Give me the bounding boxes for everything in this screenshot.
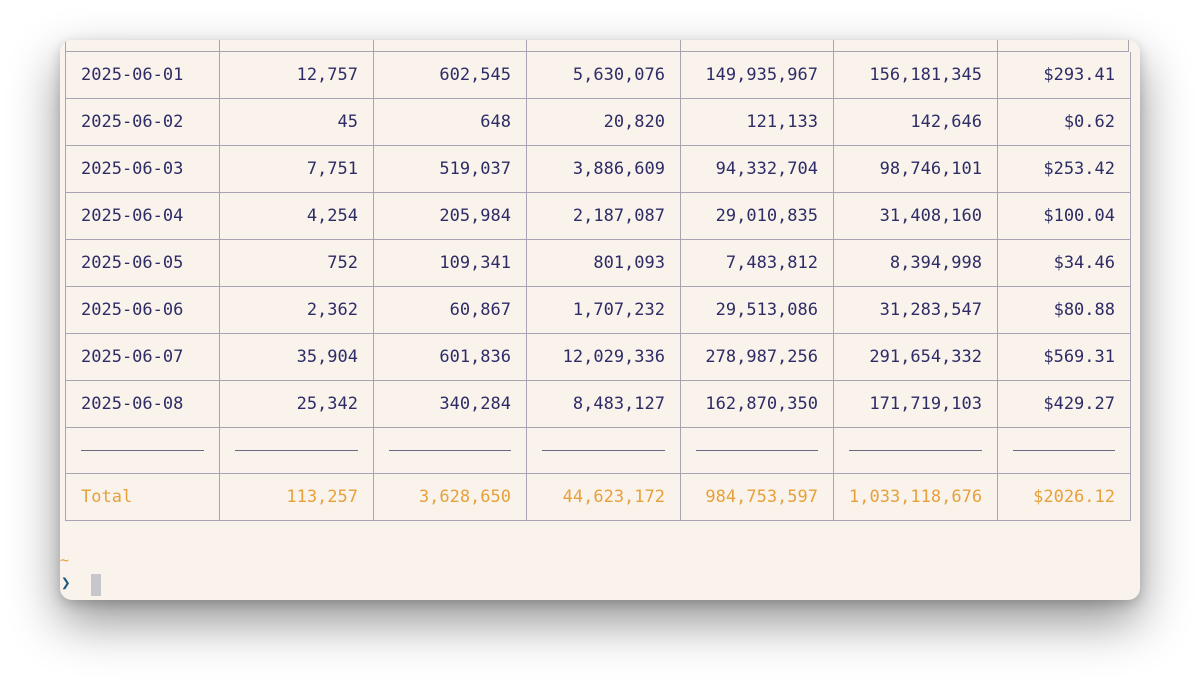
cost-cell: $0.62	[997, 98, 1131, 146]
date-cell: 2025-06-08	[65, 380, 220, 428]
separator-row	[65, 427, 1131, 474]
column-divider	[833, 40, 834, 52]
table-cell: 801,093	[526, 239, 681, 287]
date-cell: 2025-06-01	[65, 52, 220, 99]
table-cell: 149,935,967	[680, 52, 834, 99]
table-cell: 35,904	[219, 333, 374, 381]
separator-cell	[997, 427, 1131, 474]
date-cell: 2025-06-04	[65, 192, 220, 240]
separator-cell	[526, 427, 681, 474]
table-cell: 25,342	[219, 380, 374, 428]
cost-cell: $80.88	[997, 286, 1131, 334]
text-cursor[interactable]	[91, 574, 101, 596]
separator-line	[542, 450, 665, 451]
separator-cell	[680, 427, 834, 474]
total-cell: 44,623,172	[526, 473, 681, 521]
total-cost-cell: $2026.12	[997, 473, 1131, 521]
separator-line	[696, 450, 818, 451]
cost-cell: $253.42	[997, 145, 1131, 193]
table-cell: 2,187,087	[526, 192, 681, 240]
table-cell: 752	[219, 239, 374, 287]
table-cell: 31,283,547	[833, 286, 998, 334]
table-cell: 291,654,332	[833, 333, 998, 381]
table-cell: 29,010,835	[680, 192, 834, 240]
date-cell: 2025-06-05	[65, 239, 220, 287]
table-cell: 12,757	[219, 52, 374, 99]
separator-cell	[219, 427, 374, 474]
total-row: Total 113,257 3,628,650 44,623,172 984,7…	[65, 473, 1131, 521]
separator-line	[81, 450, 204, 451]
date-cell: 2025-06-02	[65, 98, 220, 146]
cost-cell: $429.27	[997, 380, 1131, 428]
cost-cell: $293.41	[997, 52, 1131, 99]
table-cell: 29,513,086	[680, 286, 834, 334]
date-cell: 2025-06-03	[65, 145, 220, 193]
prompt-chevron-icon: ❯	[61, 573, 71, 592]
table-cell: 142,646	[833, 98, 998, 146]
table-cell: 98,746,101	[833, 145, 998, 193]
total-cell: 113,257	[219, 473, 374, 521]
table-row: 2025-06-03 7,751 519,037 3,886,609 94,33…	[65, 145, 1131, 193]
table-cell: 340,284	[373, 380, 527, 428]
separator-line	[235, 450, 358, 451]
table-cell: 602,545	[373, 52, 527, 99]
table-cell: 31,408,160	[833, 192, 998, 240]
total-label: Total	[65, 473, 220, 521]
table-cell: 1,707,232	[526, 286, 681, 334]
column-divider	[219, 40, 220, 52]
column-divider	[680, 40, 681, 52]
table-row: 2025-06-08 25,342 340,284 8,483,127 162,…	[65, 380, 1131, 428]
table-row: 2025-06-02 45 648 20,820 121,133 142,646…	[65, 98, 1131, 146]
table-cell: 109,341	[373, 239, 527, 287]
separator-line	[1013, 450, 1115, 451]
table-cell: 12,029,336	[526, 333, 681, 381]
terminal-window[interactable]: 2025-06-01 12,757 602,545 5,630,076 149,…	[60, 40, 1140, 600]
date-cell: 2025-06-06	[65, 286, 220, 334]
table-cell: 205,984	[373, 192, 527, 240]
table-cell: 3,886,609	[526, 145, 681, 193]
table-cell: 519,037	[373, 145, 527, 193]
table-cell: 162,870,350	[680, 380, 834, 428]
table-cell: 5,630,076	[526, 52, 681, 99]
date-cell: 2025-06-07	[65, 333, 220, 381]
separator-line	[849, 450, 982, 451]
separator-line	[389, 450, 511, 451]
table-cell: 45	[219, 98, 374, 146]
usage-table: 2025-06-01 12,757 602,545 5,630,076 149,…	[65, 52, 1131, 521]
table-cell: 7,751	[219, 145, 374, 193]
total-cell: 3,628,650	[373, 473, 527, 521]
table-row: 2025-06-06 2,362 60,867 1,707,232 29,513…	[65, 286, 1131, 334]
table-top-border	[65, 40, 1129, 52]
table-cell: 2,362	[219, 286, 374, 334]
table-cell: 8,483,127	[526, 380, 681, 428]
table-cell: 4,254	[219, 192, 374, 240]
table-cell: 7,483,812	[680, 239, 834, 287]
column-divider	[526, 40, 527, 52]
cost-cell: $100.04	[997, 192, 1131, 240]
cost-cell: $569.31	[997, 333, 1131, 381]
table-row: 2025-06-04 4,254 205,984 2,187,087 29,01…	[65, 192, 1131, 240]
table-row: 2025-06-01 12,757 602,545 5,630,076 149,…	[65, 52, 1131, 99]
separator-cell	[373, 427, 527, 474]
total-cell: 984,753,597	[680, 473, 834, 521]
table-row: 2025-06-05 752 109,341 801,093 7,483,812…	[65, 239, 1131, 287]
table-cell: 20,820	[526, 98, 681, 146]
table-cell: 278,987,256	[680, 333, 834, 381]
table-cell: 601,836	[373, 333, 527, 381]
table-cell: 156,181,345	[833, 52, 998, 99]
cwd-indicator: ~	[60, 551, 70, 569]
table-cell: 60,867	[373, 286, 527, 334]
total-cell: 1,033,118,676	[833, 473, 998, 521]
table-row: 2025-06-07 35,904 601,836 12,029,336 278…	[65, 333, 1131, 381]
table-cell: 171,719,103	[833, 380, 998, 428]
separator-cell	[65, 427, 220, 474]
table-cell: 648	[373, 98, 527, 146]
column-divider	[373, 40, 374, 52]
column-divider	[997, 40, 998, 52]
table-cell: 8,394,998	[833, 239, 998, 287]
table-cell: 94,332,704	[680, 145, 834, 193]
separator-cell	[833, 427, 998, 474]
table-cell: 121,133	[680, 98, 834, 146]
cost-cell: $34.46	[997, 239, 1131, 287]
